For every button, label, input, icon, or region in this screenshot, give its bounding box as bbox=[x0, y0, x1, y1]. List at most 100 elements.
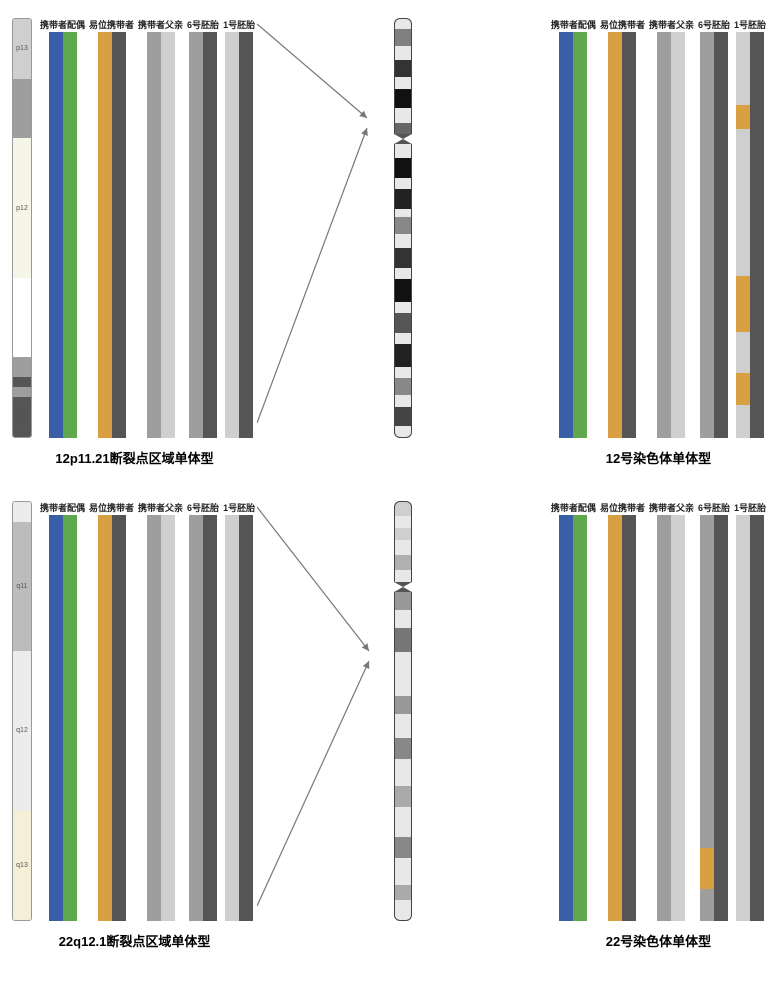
sample-column: 1号胚胎 bbox=[223, 18, 255, 438]
region-ideogram-12p: p13 p12 p11 bbox=[12, 18, 32, 438]
haplotype-bar bbox=[671, 32, 685, 438]
haplotype-segment bbox=[161, 32, 175, 438]
region-band: q11 bbox=[13, 522, 31, 651]
sample-column: 携带者配偶 bbox=[551, 501, 596, 921]
haplotype-segment bbox=[714, 515, 728, 921]
haplotype-segment bbox=[147, 32, 161, 438]
haplotype-bar bbox=[750, 515, 764, 921]
haplotype-segment bbox=[736, 32, 750, 105]
ideogram-band bbox=[394, 858, 412, 885]
sample-label: 1号胚胎 bbox=[734, 18, 766, 30]
region-band: p12 bbox=[13, 138, 31, 277]
ideogram-band bbox=[394, 367, 412, 378]
haplotype-bar bbox=[657, 515, 671, 921]
haplotype-bar bbox=[559, 32, 573, 438]
ideogram-band bbox=[394, 108, 412, 122]
ideogram-band bbox=[394, 570, 412, 582]
ideogram-band bbox=[394, 123, 412, 134]
sample-label: 6号胚胎 bbox=[187, 18, 219, 30]
caption-top-left: 12p11.21断裂点区域单体型 bbox=[55, 448, 213, 467]
ideogram-band bbox=[394, 610, 412, 628]
ideogram-band bbox=[394, 333, 412, 344]
haplotype-bar bbox=[608, 32, 622, 438]
centromere-icon bbox=[394, 134, 412, 144]
sample-label: 6号胚胎 bbox=[698, 501, 730, 513]
ideogram-band bbox=[394, 302, 412, 313]
haplotype-segment bbox=[147, 515, 161, 921]
sample-label: 6号胚胎 bbox=[698, 18, 730, 30]
panel-bot-left: q11q12q13 携带者配偶易位携带者携带者父亲6号胚胎1号胚胎 22q12.… bbox=[12, 501, 257, 950]
ideogram-band bbox=[394, 268, 412, 279]
cols-top-right: 携带者配偶易位携带者携带者父亲6号胚胎1号胚胎 bbox=[549, 18, 768, 438]
ideogram-band bbox=[394, 501, 412, 516]
haplotype-segment bbox=[736, 373, 750, 405]
sample-label: 携带者配偶 bbox=[551, 18, 596, 30]
ideogram-band bbox=[394, 248, 412, 268]
haplotype-bar bbox=[112, 32, 126, 438]
haplotype-segment bbox=[714, 32, 728, 438]
haplotype-bar bbox=[49, 32, 63, 438]
ideogram-band bbox=[394, 540, 412, 555]
ideogram-band bbox=[394, 670, 412, 697]
sample-label: 易位携带者 bbox=[600, 18, 645, 30]
top-row: p13p12p11 携带者配偶易位携带者携带者父亲6号胚胎1号胚胎 12p11.… bbox=[0, 10, 780, 473]
haplotype-segment bbox=[559, 515, 573, 921]
ideogram-band bbox=[394, 89, 412, 109]
haplotype-segment bbox=[189, 32, 203, 438]
haplotype-segment bbox=[671, 515, 685, 921]
haplotype-segment bbox=[98, 515, 112, 921]
region-band bbox=[13, 357, 31, 377]
ideogram-band bbox=[394, 426, 412, 437]
ideogram-band bbox=[394, 178, 412, 189]
haplotype-bar bbox=[112, 515, 126, 921]
haplotype-segment bbox=[736, 405, 750, 437]
cols-top-left: p13p12p11 携带者配偶易位携带者携带者父亲6号胚胎1号胚胎 bbox=[12, 18, 257, 438]
sample-label: 1号胚胎 bbox=[734, 501, 766, 513]
haplotype-segment bbox=[700, 515, 714, 848]
ideogram-band bbox=[394, 144, 412, 158]
sample-label: 携带者父亲 bbox=[138, 501, 183, 513]
caption-bot-left: 22q12.1断裂点区域单体型 bbox=[59, 931, 211, 950]
ideogram-band bbox=[394, 759, 412, 786]
region-band: q13 bbox=[13, 811, 31, 920]
haplotype-segment bbox=[203, 515, 217, 921]
haplotype-segment bbox=[112, 32, 126, 438]
ideogram-chr22 bbox=[394, 501, 412, 921]
ideogram-band bbox=[394, 555, 412, 570]
region-ideogram-22q: q11q12q13 bbox=[12, 501, 32, 921]
haplotype-bar bbox=[161, 32, 175, 438]
ideogram-band bbox=[394, 900, 412, 921]
haplotype-segment bbox=[736, 276, 750, 333]
sample-column: 携带者父亲 bbox=[138, 501, 183, 921]
ideogram-band bbox=[394, 738, 412, 759]
arrow-layer-top bbox=[257, 18, 377, 438]
haplotype-bar bbox=[147, 515, 161, 921]
ideogram-band bbox=[394, 77, 412, 88]
ideogram-band bbox=[394, 18, 412, 29]
sample-label: 易位携带者 bbox=[89, 501, 134, 513]
haplotype-segment bbox=[736, 332, 750, 373]
sample-column: 1号胚胎 bbox=[734, 501, 766, 921]
region-band: p13 bbox=[13, 19, 31, 79]
haplotype-bar bbox=[203, 515, 217, 921]
region-band bbox=[13, 278, 31, 358]
ideogram-band bbox=[394, 807, 412, 837]
ideogram-chr22-wrap bbox=[394, 501, 412, 921]
ideogram-band bbox=[394, 279, 412, 302]
haplotype-bar bbox=[63, 32, 77, 438]
ideogram-band bbox=[394, 837, 412, 858]
haplotype-bar bbox=[714, 515, 728, 921]
arrow-layer-bot bbox=[257, 501, 377, 921]
haplotype-segment bbox=[225, 32, 239, 438]
haplotype-bar bbox=[671, 515, 685, 921]
arrow-line bbox=[257, 661, 369, 906]
sample-column: 易位携带者 bbox=[600, 501, 645, 921]
haplotype-segment bbox=[239, 32, 253, 438]
haplotype-segment bbox=[608, 32, 622, 438]
panel-bot-right: 携带者配偶易位携带者携带者父亲6号胚胎1号胚胎 22号染色体单体型 bbox=[549, 501, 768, 950]
region-band: p11 bbox=[13, 397, 31, 437]
arrow-line bbox=[257, 128, 367, 423]
haplotype-segment bbox=[63, 515, 77, 921]
ideogram-chr12 bbox=[394, 18, 412, 438]
region-band bbox=[13, 387, 31, 397]
